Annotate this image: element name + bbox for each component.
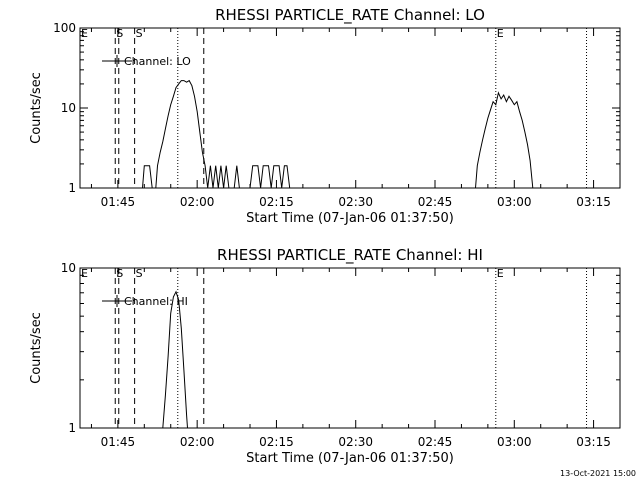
event-marker-label: E: [497, 267, 504, 280]
x-axis-label: Start Time (07-Jan-06 01:37:50): [246, 451, 454, 466]
y-tick-label: 100: [53, 21, 76, 35]
y-axis-label: Counts/sec: [29, 72, 44, 144]
series-line: [162, 290, 188, 429]
x-tick-label: 02:15: [259, 195, 294, 209]
y-axis-label: Counts/sec: [29, 312, 44, 384]
x-tick-label: 03:15: [576, 195, 611, 209]
x-tick-label: 02:45: [418, 435, 453, 449]
event-marker-label: S: [136, 27, 143, 40]
event-marker-label: E: [81, 27, 88, 40]
event-marker-label: S: [116, 267, 123, 280]
x-tick-label: 02:15: [259, 435, 294, 449]
event-marker-label: E: [81, 267, 88, 280]
x-tick-label: 02:45: [418, 195, 453, 209]
y-tick-label: 1: [68, 181, 76, 195]
y-tick-label: 1: [68, 421, 76, 435]
series-line: [142, 79, 291, 189]
x-tick-label: 01:45: [101, 435, 136, 449]
legend-label: Channel: LO: [124, 55, 191, 68]
x-tick-label: 02:00: [180, 195, 215, 209]
event-marker-label: S: [136, 267, 143, 280]
x-tick-label: 02:30: [338, 435, 373, 449]
panel-2: RHESSI PARTICLE_RATE Channel: HI Counts/s…: [29, 246, 621, 466]
x-tick-label: 03:00: [497, 435, 532, 449]
series-line: [475, 91, 534, 189]
panel-1: RHESSI PARTICLE_RATE Channel: LO Counts/s…: [29, 6, 621, 226]
x-tick-label: 02:00: [180, 435, 215, 449]
event-marker-label: E: [497, 27, 504, 40]
chart-title: RHESSI PARTICLE_RATE Channel: HI: [217, 246, 483, 265]
y-tick-label: 10: [61, 101, 76, 115]
legend-label: Channel: HI: [124, 295, 188, 308]
chart-title: RHESSI PARTICLE_RATE Channel: LO: [215, 6, 485, 25]
x-tick-label: 03:15: [576, 435, 611, 449]
plot-frame: [79, 267, 621, 429]
x-tick-label: 02:30: [338, 195, 373, 209]
x-tick-label: 01:45: [101, 195, 136, 209]
x-tick-label: 03:00: [497, 195, 532, 209]
y-tick-label: 10: [61, 261, 76, 275]
footer-date: 13-Oct-2021 15:00: [560, 469, 636, 478]
x-axis-label: Start Time (07-Jan-06 01:37:50): [246, 211, 454, 226]
event-marker-label: S: [116, 27, 123, 40]
